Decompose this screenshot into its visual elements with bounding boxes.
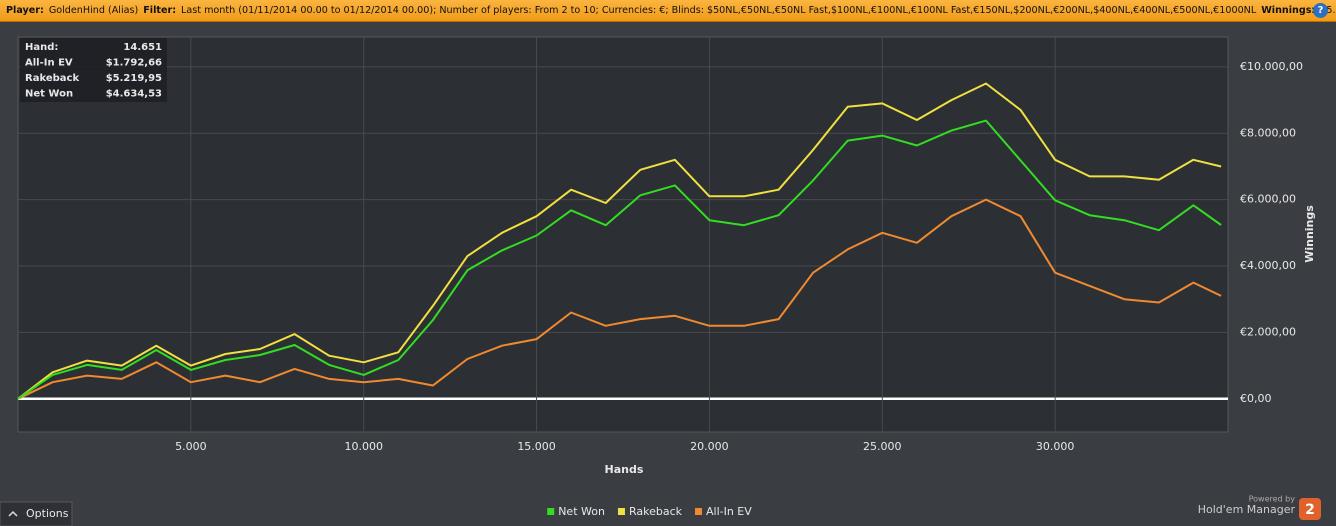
x-axis-label: Hands — [605, 463, 644, 476]
filter-value: GoldenHind (Alias) — [48, 5, 139, 16]
stat-value: $5.219,95 — [106, 73, 162, 84]
series-line — [17, 198, 1222, 400]
filter-label: Winnings: — [1261, 5, 1316, 16]
filter-label: Filter: — [143, 5, 177, 16]
y-tick-label: €6.000,00 — [1240, 193, 1296, 206]
filter-label: Player: — [6, 5, 44, 16]
legend-label: Rakeback — [629, 505, 683, 518]
y-tick-label: €8.000,00 — [1240, 126, 1296, 139]
stat-label: Net Won — [25, 89, 73, 100]
legend-swatch — [617, 508, 625, 515]
legend-swatch — [694, 508, 702, 515]
logo-number: 2 — [1305, 502, 1315, 518]
x-tick-label: 10.000 — [344, 440, 383, 453]
y-axis-label: Winnings — [1303, 205, 1316, 263]
filter-value: Last month (01/11/2014 00.00 to 01/12/20… — [181, 5, 1257, 16]
stat-label: Rakeback — [25, 73, 79, 84]
y-tick-label: €0,00 — [1240, 392, 1272, 405]
legend-swatch — [547, 508, 555, 515]
y-tick-label: €4.000,00 — [1240, 259, 1296, 272]
powered-by: Powered by — [1249, 495, 1296, 504]
x-tick-label: 25.000 — [863, 440, 902, 453]
series-line — [17, 119, 1222, 400]
options-label: Options — [26, 507, 69, 520]
stat-value: $1.792,66 — [106, 58, 162, 69]
brand: Hold'em Manager — [1198, 503, 1296, 516]
collapse-arrow — [8, 510, 18, 517]
filter-value: €5.237,43 — [1320, 5, 1336, 16]
stat-label: All-In EV — [25, 58, 73, 69]
legend-label: All-In EV — [706, 505, 752, 518]
stats-box — [20, 38, 167, 102]
y-tick-label: €10.000,00 — [1240, 60, 1303, 73]
legend-label: Net Won — [558, 505, 605, 518]
x-tick-label: 15.000 — [517, 440, 556, 453]
y-tick-label: €2.000,00 — [1240, 325, 1296, 338]
stat-value: $4.634,53 — [106, 89, 162, 100]
help-button[interactable]: ? — [1313, 3, 1328, 18]
x-tick-label: 30.000 — [1036, 440, 1075, 453]
series-line — [17, 82, 1222, 400]
x-tick-label: 20.000 — [690, 440, 729, 453]
logo — [1299, 498, 1321, 520]
stat-value: 14.651 — [123, 42, 162, 53]
plot-area — [17, 36, 1229, 433]
x-tick-label: 5.000 — [175, 440, 207, 453]
stat-label: Hand: — [25, 42, 58, 53]
filter-bar: Player: GoldenHind (Alias) Filter: Last mon… — [0, 0, 1336, 22]
